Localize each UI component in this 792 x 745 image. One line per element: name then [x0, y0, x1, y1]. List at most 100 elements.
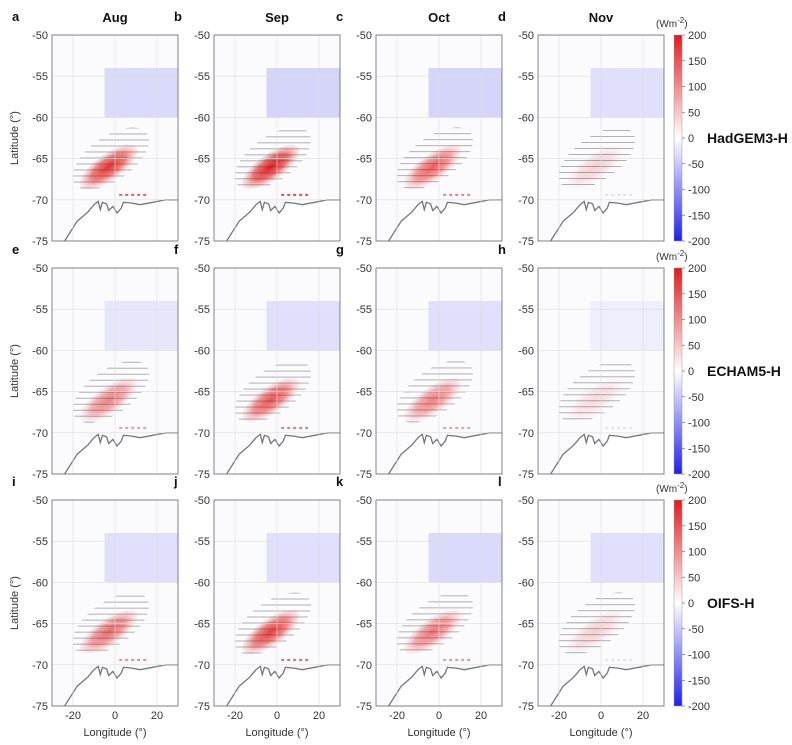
land-mask	[226, 432, 340, 474]
unit-exponent: -2	[677, 249, 685, 258]
colorbar-tick-label: 150	[688, 56, 706, 68]
negative-anomaly-band	[104, 532, 178, 583]
panel-letter: c	[336, 9, 343, 24]
coastline	[64, 199, 178, 242]
y-tick-label: -65	[32, 619, 48, 631]
panel-frame	[213, 499, 341, 707]
y-tick-label: -50	[32, 495, 48, 507]
colorbar-tick-label: -100	[688, 418, 710, 430]
y-tick-label: -70	[194, 660, 210, 672]
colorbar-tick-label: 100	[688, 315, 706, 327]
panels-group: -50 -55 -60 -65 -70 -75 Latitude (°) a -50 -55 -60…	[9, 9, 665, 739]
panel-letter: l	[498, 474, 502, 489]
colorbar-tick-label: -50	[688, 392, 704, 404]
y-tick-label: -55	[32, 536, 48, 548]
y-tick-label: -75	[194, 469, 210, 481]
panel-letter: e	[12, 242, 19, 257]
x-tick-label: 0	[274, 710, 280, 722]
coastline	[388, 664, 502, 707]
panel-letter: k	[336, 474, 344, 489]
x-tick-label: 20	[475, 710, 487, 722]
y-tick-label: -65	[356, 619, 372, 631]
y-tick-label: -75	[32, 701, 48, 713]
coastline	[64, 432, 178, 475]
x-tick-label: 0	[598, 710, 604, 722]
y-tick-label: -70	[194, 195, 210, 207]
y-tick-label: -75	[32, 469, 48, 481]
land-mask	[550, 664, 664, 706]
unit-exponent: -2	[677, 16, 685, 25]
y-tick-label: -60	[194, 112, 210, 124]
colorbar-tick-label: 100	[688, 547, 706, 559]
y-tick-label: -50	[356, 495, 372, 507]
panel-h: -50 -55 -60 -65 -70 -75 h	[498, 242, 665, 481]
row-labels: HadGEM3-H ECHAM5-H OIFS-H	[707, 130, 788, 611]
colorbar-tick-label: 100	[688, 82, 706, 94]
unit-close: )	[684, 484, 687, 495]
panel-d: -50 -55 -60 -65 -70 -75 d	[498, 9, 665, 248]
y-tick-label: -65	[518, 387, 534, 399]
y-tick-label: -50	[194, 495, 210, 507]
y-axis-label: Latitude (°)	[9, 344, 21, 398]
row-label-oifs-h: OIFS-H	[707, 595, 754, 611]
y-tick-label: -75	[518, 701, 534, 713]
panel-frame	[51, 499, 179, 707]
colorbar-unit: (Wm-2)	[656, 481, 688, 495]
x-tick-label: 0	[436, 710, 442, 722]
x-tick-label: -20	[65, 710, 81, 722]
panel-g: -50 -55 -60 -65 -70 -75 g	[336, 242, 503, 481]
column-title-aug: Aug	[102, 10, 127, 25]
panel-letter: d	[498, 9, 506, 24]
y-tick-label: -60	[356, 112, 372, 124]
panel-letter: g	[336, 242, 344, 257]
colorbar-unit: (Wm-2)	[656, 249, 688, 263]
x-axis-label: Longitude (°)	[569, 727, 632, 739]
negative-anomaly-band	[590, 532, 664, 583]
colorbar-tick-label: -50	[688, 159, 704, 171]
x-tick-label: 20	[637, 710, 649, 722]
y-tick-label: -60	[32, 345, 48, 357]
column-title-sep: Sep	[265, 10, 289, 25]
y-tick-label: -65	[194, 619, 210, 631]
colorbar-tick-label: 0	[688, 598, 694, 610]
panel-frame	[213, 267, 341, 475]
unit-base: (Wm	[656, 484, 677, 495]
y-tick-label: -65	[356, 154, 372, 166]
coastline	[226, 664, 340, 707]
y-tick-label: -55	[194, 304, 210, 316]
unit-base: (Wm	[656, 19, 677, 30]
negative-anomaly-band	[428, 67, 502, 118]
x-tick-label: 20	[151, 710, 163, 722]
negative-anomaly-band	[266, 300, 340, 351]
coastline	[388, 199, 502, 242]
panel-e: -50 -55 -60 -65 -70 -75 Latitude (°) e	[9, 242, 179, 481]
y-tick-label: -50	[194, 263, 210, 275]
unit-base: (Wm	[656, 252, 677, 263]
coastline	[550, 432, 664, 475]
coastline	[226, 199, 340, 242]
unit-exponent: -2	[677, 481, 685, 490]
panel-letter: f	[174, 242, 179, 257]
y-tick-label: -70	[518, 660, 534, 672]
panel-l: -50 -55 -60 -65 -70 -75 -20 0 20 Longitude (°) l	[498, 474, 665, 739]
colorbar-tick-label: -200	[688, 701, 710, 713]
y-tick-label: -65	[518, 619, 534, 631]
panel-letter: b	[174, 9, 182, 24]
colorbar-tick-label: 150	[688, 289, 706, 301]
land-mask	[388, 199, 502, 241]
x-axis-label: Longitude (°)	[83, 727, 146, 739]
panel-letter: h	[498, 242, 506, 257]
panel-letter: j	[173, 474, 178, 489]
column-titles: Aug Sep Oct Nov	[102, 10, 614, 25]
colorbar-2: 200 150 100 50 0 -50 -100 -150 -200 (Wm-2)	[656, 249, 710, 481]
colorbar-tick-label: -50	[688, 624, 704, 636]
y-tick-label: -55	[518, 71, 534, 83]
colorbar-scale	[673, 499, 683, 707]
y-tick-label: -70	[32, 660, 48, 672]
panel-frame	[375, 34, 503, 242]
panel-frame	[375, 267, 503, 475]
y-tick-label: -50	[356, 263, 372, 275]
colorbar-tick-label: 0	[688, 366, 694, 378]
colorbar-3: 200 150 100 50 0 -50 -100 -150 -200 (Wm-2)	[656, 481, 710, 713]
panel-j: -50 -55 -60 -65 -70 -75 -20 0 20 Longitude (°) j	[173, 474, 341, 739]
